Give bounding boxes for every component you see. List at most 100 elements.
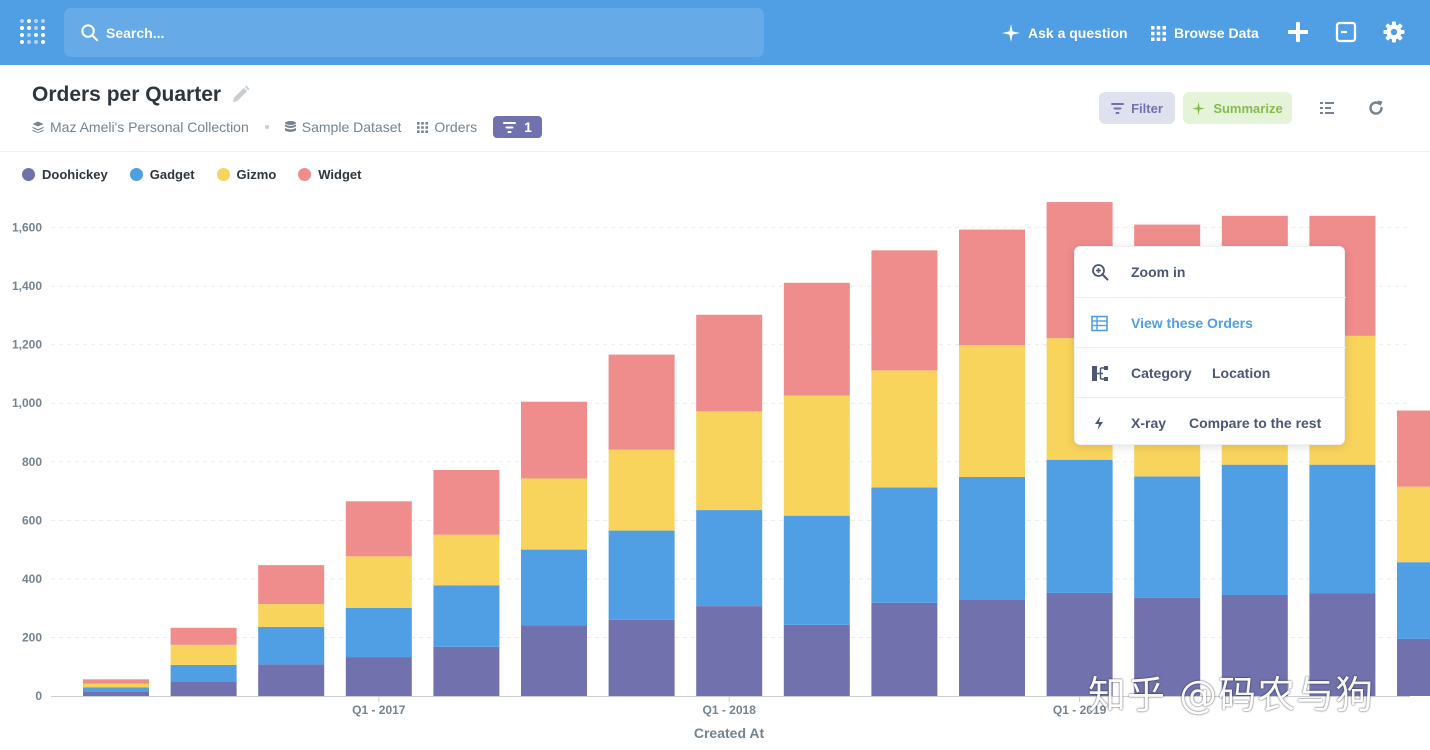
bar-segment-gadget[interactable]	[1134, 476, 1201, 598]
question-header: Orders per Quarter Maz Ameli's Personal …	[0, 65, 1430, 152]
filter-count: 1	[524, 119, 532, 135]
bar-segment-gadget[interactable]	[1309, 464, 1376, 594]
legend-item-doohickey[interactable]: Doohickey	[22, 167, 108, 182]
bar-segment-widget[interactable]	[83, 679, 149, 684]
grid-icon	[1151, 25, 1166, 41]
bar-segment-doohickey[interactable]	[871, 602, 938, 696]
bar-segment-gizmo[interactable]	[433, 534, 500, 586]
location-breakout-option[interactable]: Location	[1212, 365, 1271, 381]
bar-segment-doohickey[interactable]	[959, 599, 1025, 696]
breadcrumb-table[interactable]: Orders	[417, 119, 477, 135]
bar-segment-gizmo[interactable]	[608, 449, 675, 531]
metabase-logo-icon[interactable]	[18, 17, 48, 47]
bar-segment-gadget[interactable]	[959, 476, 1025, 600]
page-title: Orders per Quarter	[32, 83, 222, 106]
bar-segment-gadget[interactable]	[696, 510, 763, 607]
bar-segment-widget[interactable]	[608, 354, 675, 450]
bar-segment-gadget[interactable]	[871, 487, 938, 603]
bar-segment-gizmo[interactable]	[345, 556, 412, 608]
bar-segment-widget[interactable]	[871, 250, 938, 371]
bar-segment-doohickey[interactable]	[170, 681, 237, 696]
legend-item-widget[interactable]: Widget	[298, 167, 362, 182]
legend-color-dot	[298, 167, 312, 181]
zoom-in-action[interactable]: Zoom in	[1075, 247, 1346, 297]
xray-option[interactable]: X-ray	[1131, 415, 1167, 431]
x-axis-title[interactable]: Created At	[694, 725, 765, 741]
breadcrumb-collection[interactable]: Maz Ameli's Personal Collection	[32, 119, 249, 135]
view-orders-action[interactable]: View these Orders	[1075, 297, 1346, 348]
breakout-actions-row: Category Location	[1075, 347, 1346, 398]
bar-segment-doohickey[interactable]	[1134, 597, 1201, 696]
bar-segment-gizmo[interactable]	[783, 395, 850, 516]
bar-segment-gadget[interactable]	[83, 687, 149, 692]
sparkle-icon	[1002, 24, 1020, 42]
bar-segment-gadget[interactable]	[521, 549, 587, 626]
list-icon[interactable]	[1318, 99, 1336, 117]
bar-segment-gizmo[interactable]	[170, 644, 237, 665]
native-query-icon[interactable]	[1335, 21, 1357, 43]
bar-segment-widget[interactable]	[521, 401, 587, 479]
breakout-icon	[1092, 365, 1108, 381]
legend-item-gadget[interactable]: Gadget	[129, 167, 195, 182]
bar-segment-doohickey[interactable]	[1309, 593, 1376, 696]
filter-button-label: Filter	[1131, 100, 1163, 116]
bar-segment-doohickey[interactable]	[1046, 592, 1113, 696]
bar-segment-doohickey[interactable]	[696, 606, 763, 696]
ask-question-link[interactable]: Ask a question	[1002, 21, 1128, 45]
bar-segment-widget[interactable]	[170, 627, 237, 645]
bar-segment-gizmo[interactable]	[696, 411, 763, 511]
bar-segment-gadget[interactable]	[1397, 562, 1430, 639]
bar-segment-gadget[interactable]	[170, 664, 237, 682]
category-breakout-option[interactable]: Category	[1131, 365, 1192, 381]
bar-segment-doohickey[interactable]	[1221, 594, 1288, 696]
bar-segment-gadget[interactable]	[258, 626, 325, 665]
bar-segment-doohickey[interactable]	[521, 625, 587, 696]
bar-segment-widget[interactable]	[1397, 410, 1430, 487]
search-input[interactable]	[104, 21, 748, 45]
bar-segment-gizmo[interactable]	[959, 345, 1025, 477]
active-filter-badge[interactable]: 1	[493, 116, 542, 138]
search-bar[interactable]	[64, 8, 764, 57]
summarize-button[interactable]: Summarize	[1183, 92, 1292, 124]
bar-segment-doohickey[interactable]	[608, 619, 675, 696]
pencil-icon[interactable]	[231, 85, 250, 104]
legend-item-gizmo[interactable]: Gizmo	[216, 167, 276, 182]
bar-segment-gizmo[interactable]	[1397, 486, 1430, 563]
bar-segment-gizmo[interactable]	[83, 683, 149, 688]
bar-segment-widget[interactable]	[258, 565, 325, 605]
bar-segment-doohickey[interactable]	[258, 664, 325, 696]
bar-segment-doohickey[interactable]	[433, 646, 500, 696]
bar-segment-gizmo[interactable]	[871, 370, 938, 488]
bar-segment-gadget[interactable]	[433, 585, 500, 647]
compare-to-rest-option[interactable]: Compare to the rest	[1189, 415, 1322, 431]
browse-data-link[interactable]: Browse Data	[1151, 21, 1259, 45]
browse-data-label: Browse Data	[1174, 25, 1259, 41]
bar-segment-doohickey[interactable]	[783, 624, 850, 696]
bar-segment-widget[interactable]	[433, 469, 500, 535]
bar-segment-gadget[interactable]	[1046, 459, 1113, 593]
bar-segment-widget[interactable]	[959, 229, 1025, 346]
bar-segment-gadget[interactable]	[1221, 464, 1288, 595]
x-tick-label: Q1 - 2018	[703, 703, 757, 717]
refresh-icon[interactable]	[1367, 99, 1385, 117]
bar-segment-widget[interactable]	[696, 314, 763, 412]
bar-segment-gizmo[interactable]	[521, 478, 587, 550]
filter-button[interactable]: Filter	[1099, 92, 1175, 124]
bar-segment-widget[interactable]	[783, 282, 850, 396]
y-tick-label: 800	[22, 455, 42, 469]
bar-segment-doohickey[interactable]	[345, 657, 412, 696]
gear-icon[interactable]	[1383, 21, 1405, 43]
table-icon	[1091, 315, 1108, 331]
bar-segment-gadget[interactable]	[783, 515, 850, 625]
breadcrumb-database[interactable]: Sample Dataset	[284, 119, 401, 135]
bar-segment-gadget[interactable]	[608, 530, 675, 620]
plus-icon[interactable]	[1287, 21, 1309, 43]
bar-segment-doohickey[interactable]	[1397, 638, 1430, 696]
bar-segment-gizmo[interactable]	[258, 604, 325, 627]
y-tick-label: 1,400	[12, 279, 42, 293]
x-tick-label: Q1 - 2019	[1053, 703, 1107, 717]
bar-segment-widget[interactable]	[345, 501, 412, 557]
bar-segment-doohickey[interactable]	[83, 691, 149, 696]
table-grid-icon	[417, 121, 429, 133]
bar-segment-gadget[interactable]	[345, 607, 412, 658]
